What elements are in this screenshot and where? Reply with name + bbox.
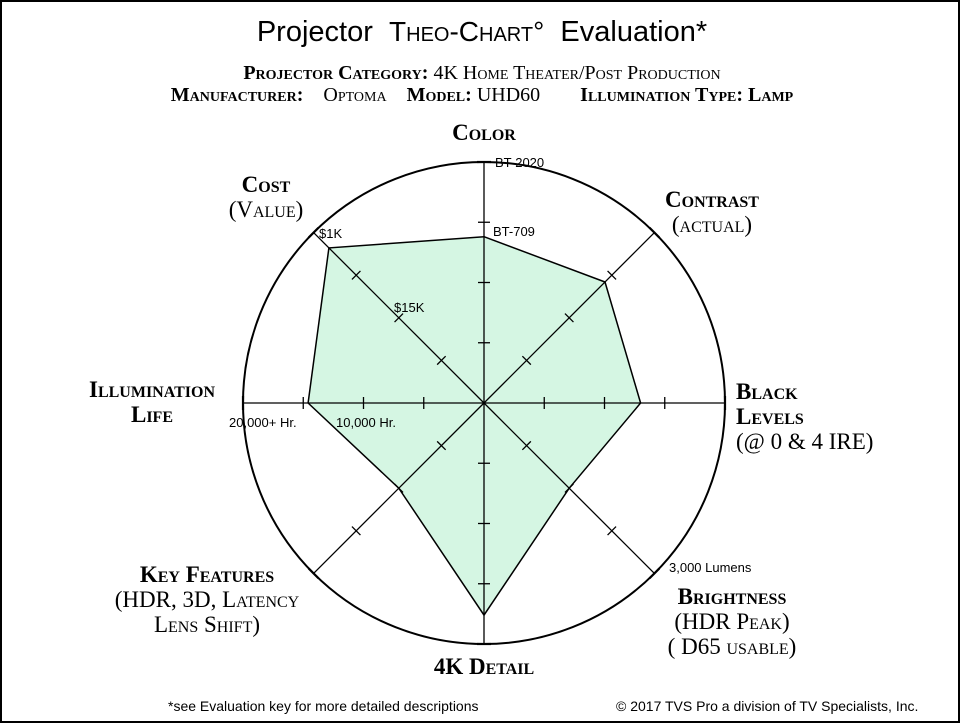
tick-brightness-1	[521, 440, 532, 451]
tick-contrast-3	[607, 270, 617, 280]
illumination-value: Lamp	[748, 84, 794, 106]
tick-key-features-4	[307, 567, 320, 580]
axis-contrast-line2: (actual)	[671, 212, 753, 237]
tick-label-cost-15k: $15K	[394, 300, 425, 315]
axis-life-line1: Illumination	[89, 377, 215, 402]
tick-contrast-4	[648, 226, 661, 239]
title-suffix: Evaluation*	[560, 16, 708, 48]
page-title: Projector Theo-Chart° Evaluation*	[2, 16, 960, 49]
tick-cost-3	[351, 270, 361, 280]
tick-brightness-2	[564, 483, 574, 493]
axis-features-line3: Lens Shift)	[153, 612, 261, 637]
tick-brightness-4	[648, 567, 661, 580]
tick-contrast-1	[521, 355, 532, 366]
tick-key-features-2	[394, 483, 404, 493]
model-label: Model:	[406, 84, 472, 106]
manufacturer-line: Manufacturer: Optoma Model: UHD60 Illumi…	[2, 84, 960, 107]
axis-label-brightness: Brightness (HDR Peak) ( D65 usable)	[632, 584, 832, 659]
axis-contrast-line1: Contrast	[665, 187, 759, 212]
axis-label-key-features: Key Features (HDR, 3D, Latency Lens Shif…	[72, 562, 342, 637]
manufacturer-value: Optoma	[323, 84, 387, 106]
tick-key-features-3	[351, 526, 361, 536]
tick-label-life-10000: 10,000 Hr.	[336, 415, 396, 430]
axis-features-line1: Key Features	[139, 562, 275, 587]
tick-label-bt2020: BT-2020	[495, 155, 545, 170]
footer-copyright: © 2017 TVS Pro a division of TV Speciali…	[616, 698, 919, 714]
tick-label-lumens: 3,000 Lumens	[669, 560, 752, 575]
axis-life-line2: Life	[130, 402, 173, 427]
axis-label-4k-detail: 4K Detail	[414, 654, 554, 679]
tick-contrast-2	[564, 313, 574, 323]
tick-cost-4	[307, 226, 320, 239]
axis-brightness-line1: Brightness	[677, 584, 787, 609]
axis-features-line2: (HDR, 3D, Latency	[114, 587, 300, 612]
axis-brightness-line3: ( D65 usable)	[667, 634, 797, 659]
axis-color-line1: Color	[452, 120, 516, 145]
radar-ticks	[241, 160, 727, 646]
axis-black-line3: (@ 0 & 4 IRE)	[736, 429, 874, 454]
tick-brightness-3	[607, 526, 617, 536]
axis-label-color: Color	[424, 120, 544, 145]
axis-black-line1: Black	[736, 379, 798, 404]
title-brand: Theo-Chart°	[389, 16, 545, 47]
axis-label-illumination-life: Illumination Life	[62, 377, 242, 427]
title-prefix: Projector	[256, 16, 373, 48]
tick-key-features-1	[436, 440, 447, 451]
category-label: Projector Category:	[243, 62, 429, 84]
illumination-label: Illumination Type:	[580, 84, 743, 106]
tick-cost-2	[394, 313, 404, 323]
axis-cost-line1: Cost	[241, 172, 291, 197]
axis-label-cost: Cost (Value)	[216, 172, 316, 222]
tick-label-bt709: BT-709	[493, 224, 535, 239]
axis-black-line2: Levels	[736, 404, 804, 429]
footer-note: *see Evaluation key for more detailed de…	[168, 698, 479, 714]
category-value: 4K Home Theater/Post Production	[433, 62, 721, 84]
axis-label-contrast: Contrast (actual)	[632, 187, 792, 237]
axis-detail-line1: 4K Detail	[433, 654, 535, 679]
axis-label-black-levels: Black Levels (@ 0 & 4 IRE)	[736, 379, 873, 454]
model-value: UHD60	[476, 84, 541, 106]
axis-brightness-line2: (HDR Peak)	[674, 609, 790, 634]
manufacturer-label: Manufacturer:	[170, 84, 304, 106]
tick-label-life-20000: 20,000+ Hr.	[229, 415, 297, 430]
category-line: Projector Category: 4K Home Theater/Post…	[2, 62, 960, 85]
axis-cost-line2: (Value)	[228, 197, 304, 222]
tick-label-cost-1k: $1K	[319, 226, 343, 241]
tick-cost-1	[436, 355, 447, 366]
